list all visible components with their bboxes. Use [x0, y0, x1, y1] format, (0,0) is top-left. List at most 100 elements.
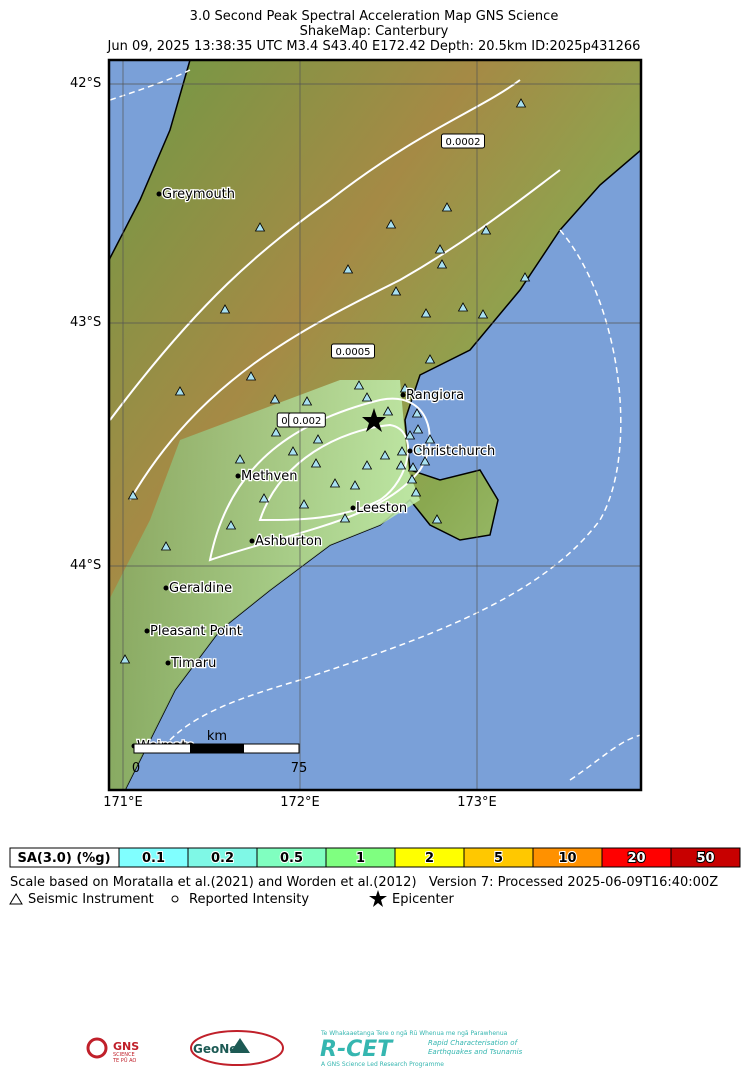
- plains: [109, 380, 420, 790]
- key-label: Epicenter: [392, 892, 455, 907]
- lat-label: 43°S: [70, 315, 101, 330]
- station: [310, 458, 322, 468]
- contours: [109, 79, 561, 562]
- station: [399, 383, 411, 393]
- city-dot: [156, 191, 162, 197]
- station: [361, 460, 373, 470]
- legend-label: 0.2: [211, 851, 234, 866]
- title-line: ShakeMap: Canterbury: [300, 24, 449, 39]
- title-line: 3.0 Second Peak Spectral Acceleration Ma…: [190, 9, 559, 24]
- gns-text: TE PŪ AO: [112, 1057, 136, 1064]
- title-line: Jun 09, 2025 13:38:35 UTC M3.4 S43.40 E1…: [107, 39, 641, 54]
- contour-label-box: [441, 133, 485, 149]
- station: [390, 286, 402, 296]
- rcet-logo: Te Whakaaetanga Tere o ngā Rū Whenua me …: [320, 1030, 523, 1068]
- city-label: Geraldine: [169, 581, 232, 596]
- city-dot: [163, 585, 169, 591]
- station: [119, 654, 131, 664]
- legend-label: 20: [627, 851, 645, 866]
- station: [160, 541, 172, 551]
- scale-segment: [190, 744, 244, 753]
- station: [287, 446, 299, 456]
- station: [298, 499, 310, 509]
- city-dot: [350, 505, 356, 511]
- graticule: [109, 60, 641, 790]
- station: [245, 371, 257, 381]
- legend-cell: [670, 847, 741, 868]
- station: [329, 478, 341, 488]
- station: [457, 302, 469, 312]
- contour-dashed: [109, 69, 641, 781]
- contour-label: 0.002: [293, 416, 322, 427]
- station: [301, 396, 313, 406]
- scale-start: 0: [132, 761, 140, 776]
- station: [270, 427, 282, 437]
- geonet-mark: [230, 1038, 275, 1053]
- station: [404, 430, 416, 440]
- lon-label: 172°E: [280, 795, 320, 810]
- epicenter: [362, 408, 386, 432]
- gns-text: GNS: [113, 1040, 139, 1053]
- city-dot: [144, 628, 150, 634]
- station: [342, 264, 354, 274]
- gns-text: SCIENCE: [113, 1052, 135, 1058]
- legend-title: SA(3.0) (%g): [17, 851, 110, 866]
- scale-end: 75: [291, 761, 308, 776]
- key-icon: [9, 893, 23, 905]
- city-dot: [249, 538, 255, 544]
- station: [419, 456, 431, 466]
- contour-label: 0.0005: [336, 347, 371, 358]
- contour: [208, 397, 431, 562]
- station: [519, 272, 531, 282]
- lat-label: 42°S: [70, 76, 101, 91]
- city-label: Ashburton: [255, 534, 322, 549]
- contour: [129, 169, 561, 501]
- city-label: Greymouth: [162, 187, 235, 202]
- contour-label-box: [331, 343, 375, 359]
- legend-label: 10: [558, 851, 576, 866]
- key-label: Reported Intensity: [189, 892, 309, 907]
- rcet-tagline: Te Whakaaetanga Tere o ngā Rū Whenua me …: [320, 1030, 508, 1037]
- station: [410, 487, 422, 497]
- city-dot: [235, 473, 241, 479]
- station: [407, 462, 419, 472]
- station: [353, 380, 365, 390]
- station: [424, 434, 436, 444]
- station: [480, 225, 492, 235]
- legend-label: 1: [356, 851, 365, 866]
- gns-mark: [86, 1037, 108, 1059]
- station: [412, 424, 424, 434]
- map-frame: [107, 58, 643, 792]
- gns-logo: GNS SCIENCE TE PŪ AO: [86, 1037, 139, 1064]
- city-dot: [407, 448, 413, 454]
- station: [396, 446, 408, 456]
- station: [219, 304, 231, 314]
- lon-label: 173°E: [457, 795, 497, 810]
- city-label: Leeston: [356, 501, 407, 516]
- station: [395, 460, 407, 470]
- contour-labels: 0.0002 0.0005 0. 0.002: [276, 133, 485, 428]
- geonet-text: GeoNet: [193, 1042, 243, 1056]
- station: [441, 202, 453, 212]
- station: [412, 444, 424, 454]
- contour-label-box: [288, 412, 326, 428]
- cities: Greymouth Rangiora Christchurch Methven Lees…: [131, 186, 496, 755]
- key-label: Seismic Instrument: [28, 892, 154, 907]
- scale-unit: km: [207, 729, 227, 744]
- station: [225, 520, 237, 530]
- city-label: Pleasant Point: [150, 624, 242, 639]
- rcet-line: Earthquakes and Tsunamis: [428, 1048, 523, 1056]
- city-label: Rangiora: [406, 388, 464, 403]
- station: [361, 392, 373, 402]
- rcet-name: R-CET: [320, 1037, 394, 1062]
- map-area: Greymouth Rangiora Christchurch Methven Lees…: [109, 60, 641, 790]
- lat-label: 44°S: [70, 558, 101, 573]
- geonet-logo: GeoNet: [190, 1030, 284, 1066]
- station: [339, 513, 351, 523]
- station: [424, 354, 436, 364]
- station: [436, 259, 448, 269]
- geonet-ring: [190, 1030, 284, 1066]
- legend: SA(3.0) (%g) 0.1 0.2 0.5 1 2 5 10 20 50: [9, 847, 741, 868]
- station: [420, 308, 432, 318]
- station: [312, 434, 324, 444]
